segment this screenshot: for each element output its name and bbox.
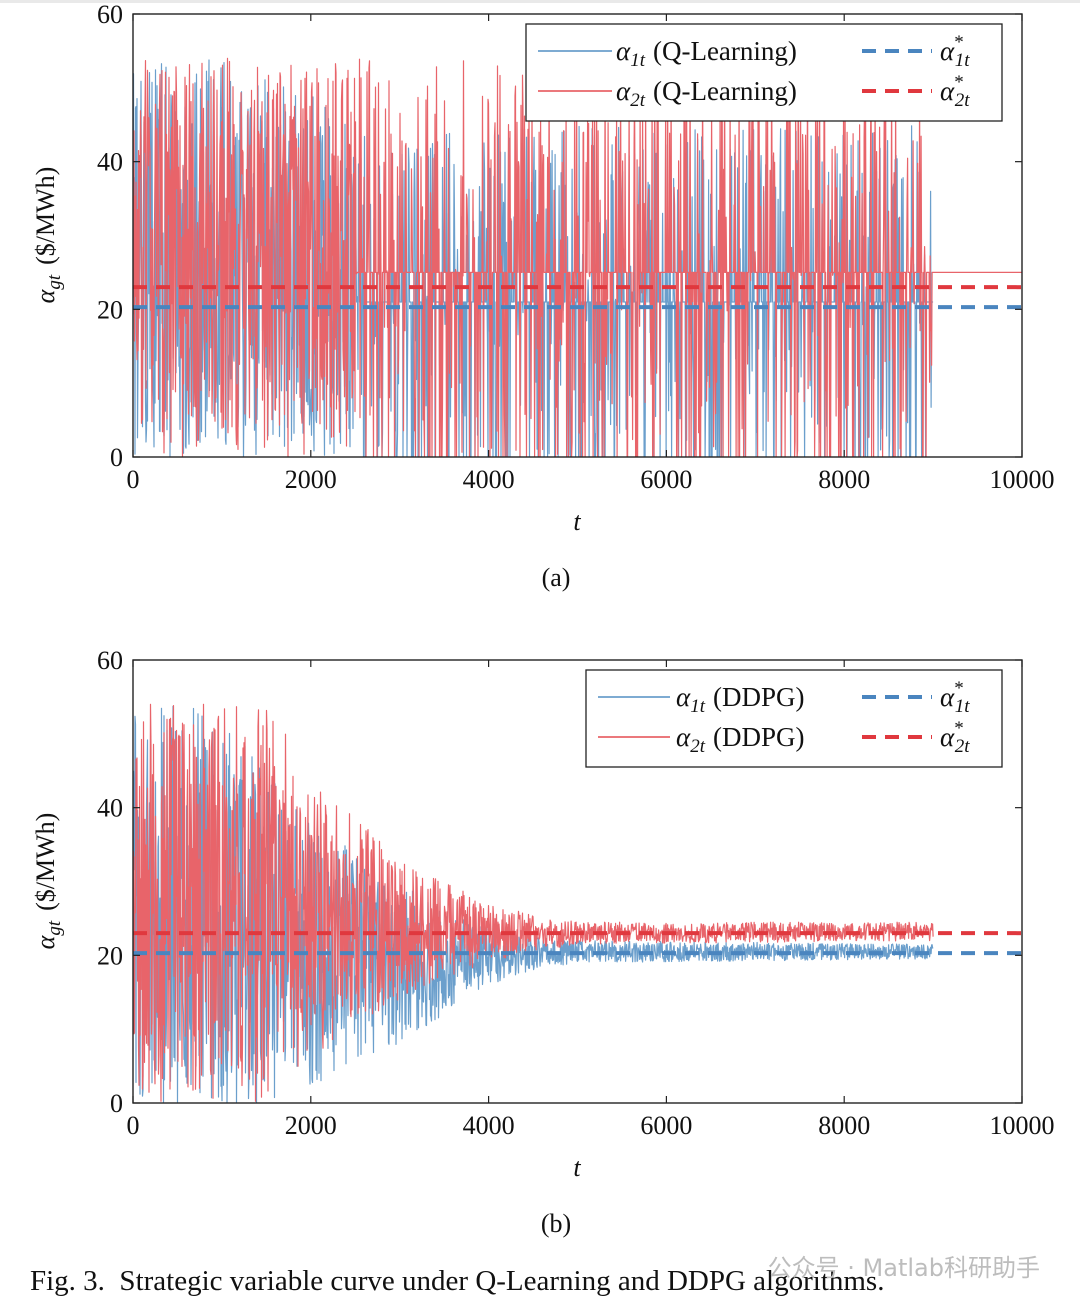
panel-a-frame <box>132 13 1023 458</box>
panel-a-xlabel: t <box>573 507 581 536</box>
figure-caption: Fig. 3. Strategic variable curve under Q… <box>30 1265 884 1297</box>
panel-b-axes: 0 2000 4000 6000 8000 10000 0 20 40 60 <box>97 646 1055 1140</box>
panel-a-ylabel: αgt($/MWh) <box>31 167 65 304</box>
panel-b-xtick-label: 6000 <box>640 1111 692 1140</box>
panel-b-series-2-line <box>133 703 934 1102</box>
panel-b-xtick-label: 10000 <box>990 1111 1055 1140</box>
panel-b-plot-area <box>133 703 1022 1103</box>
panel-b-xtick-label: 2000 <box>285 1111 337 1140</box>
panel-b-xtick-label: 8000 <box>818 1111 870 1140</box>
panel-a-series-2-line <box>133 57 1022 457</box>
panel-a-xtick-label: 0 <box>127 465 140 494</box>
panel-a-ytick-label: 0 <box>110 443 123 472</box>
panel-b-legend-box <box>585 669 1003 768</box>
panel-b-frame <box>132 659 1023 1104</box>
chart-panel-b: 0 2000 4000 6000 8000 10000 0 20 40 60 αgt($/MWh)… <box>31 646 1055 1238</box>
panel-b-label: (b) <box>541 1209 571 1238</box>
panel-b-xlabel: t <box>573 1153 581 1182</box>
panel-b-legend: α1t (DDPG) α2t (DDPG) α* 1t α* 2t <box>585 669 1003 768</box>
panel-a-ytick-label: 40 <box>97 148 123 177</box>
panel-a-axes: 0 2000 4000 6000 8000 10000 0 20 40 60 <box>97 0 1055 494</box>
legend-b-label-alpha2: α2t (DDPG) <box>676 722 804 757</box>
panel-a-xtick-label: 8000 <box>818 465 870 494</box>
legend-a-label-alpha1-star: α* 1t <box>940 32 970 71</box>
panel-a-xtick-label: 10000 <box>990 465 1055 494</box>
top-edge-strip <box>0 0 1080 3</box>
panel-a-ytick-label: 60 <box>97 0 123 29</box>
legend-b-label-alpha1: α1t (DDPG) <box>676 682 804 717</box>
legend-a-label-alpha2: α2t (Q-Learning) <box>616 76 797 111</box>
panel-b-xtick-label: 4000 <box>463 1111 515 1140</box>
panel-b-ytick-label: 60 <box>97 646 123 675</box>
panel-a-legend: α1t (Q-Learning) α2t (Q-Learning) α* 1t α* 2… <box>525 23 1003 122</box>
chart-panel-a: 0 2000 4000 6000 8000 10000 0 20 40 60 αgt($/MWh)… <box>31 0 1055 592</box>
panel-a-xtick-label: 6000 <box>640 465 692 494</box>
legend-b-label-alpha2-star: α* 2t <box>940 718 970 757</box>
legend-b-label-alpha1-star: α* 1t <box>940 678 970 717</box>
panel-b-ytick-label: 20 <box>97 941 123 970</box>
panel-b-series-1-line <box>133 705 934 1103</box>
panel-b-ylabel: αgt($/MWh) <box>31 813 65 950</box>
panel-b-ytick-label: 0 <box>110 1089 123 1118</box>
legend-a-label-alpha2-star: α* 2t <box>940 72 970 111</box>
panel-a-xtick-label: 4000 <box>463 465 515 494</box>
panel-a-label: (a) <box>542 563 571 592</box>
watermark: 公众号 · Matlab科研助手 <box>768 1254 1040 1282</box>
panel-b-xtick-label: 0 <box>127 1111 140 1140</box>
legend-a-label-alpha1: α1t (Q-Learning) <box>616 36 797 71</box>
panel-b-ytick-label: 40 <box>97 794 123 823</box>
panel-a-xtick-label: 2000 <box>285 465 337 494</box>
panel-a-plot-area <box>133 57 1022 457</box>
panel-a-ytick-label: 20 <box>97 295 123 324</box>
panel-a-legend-box <box>525 23 1003 122</box>
